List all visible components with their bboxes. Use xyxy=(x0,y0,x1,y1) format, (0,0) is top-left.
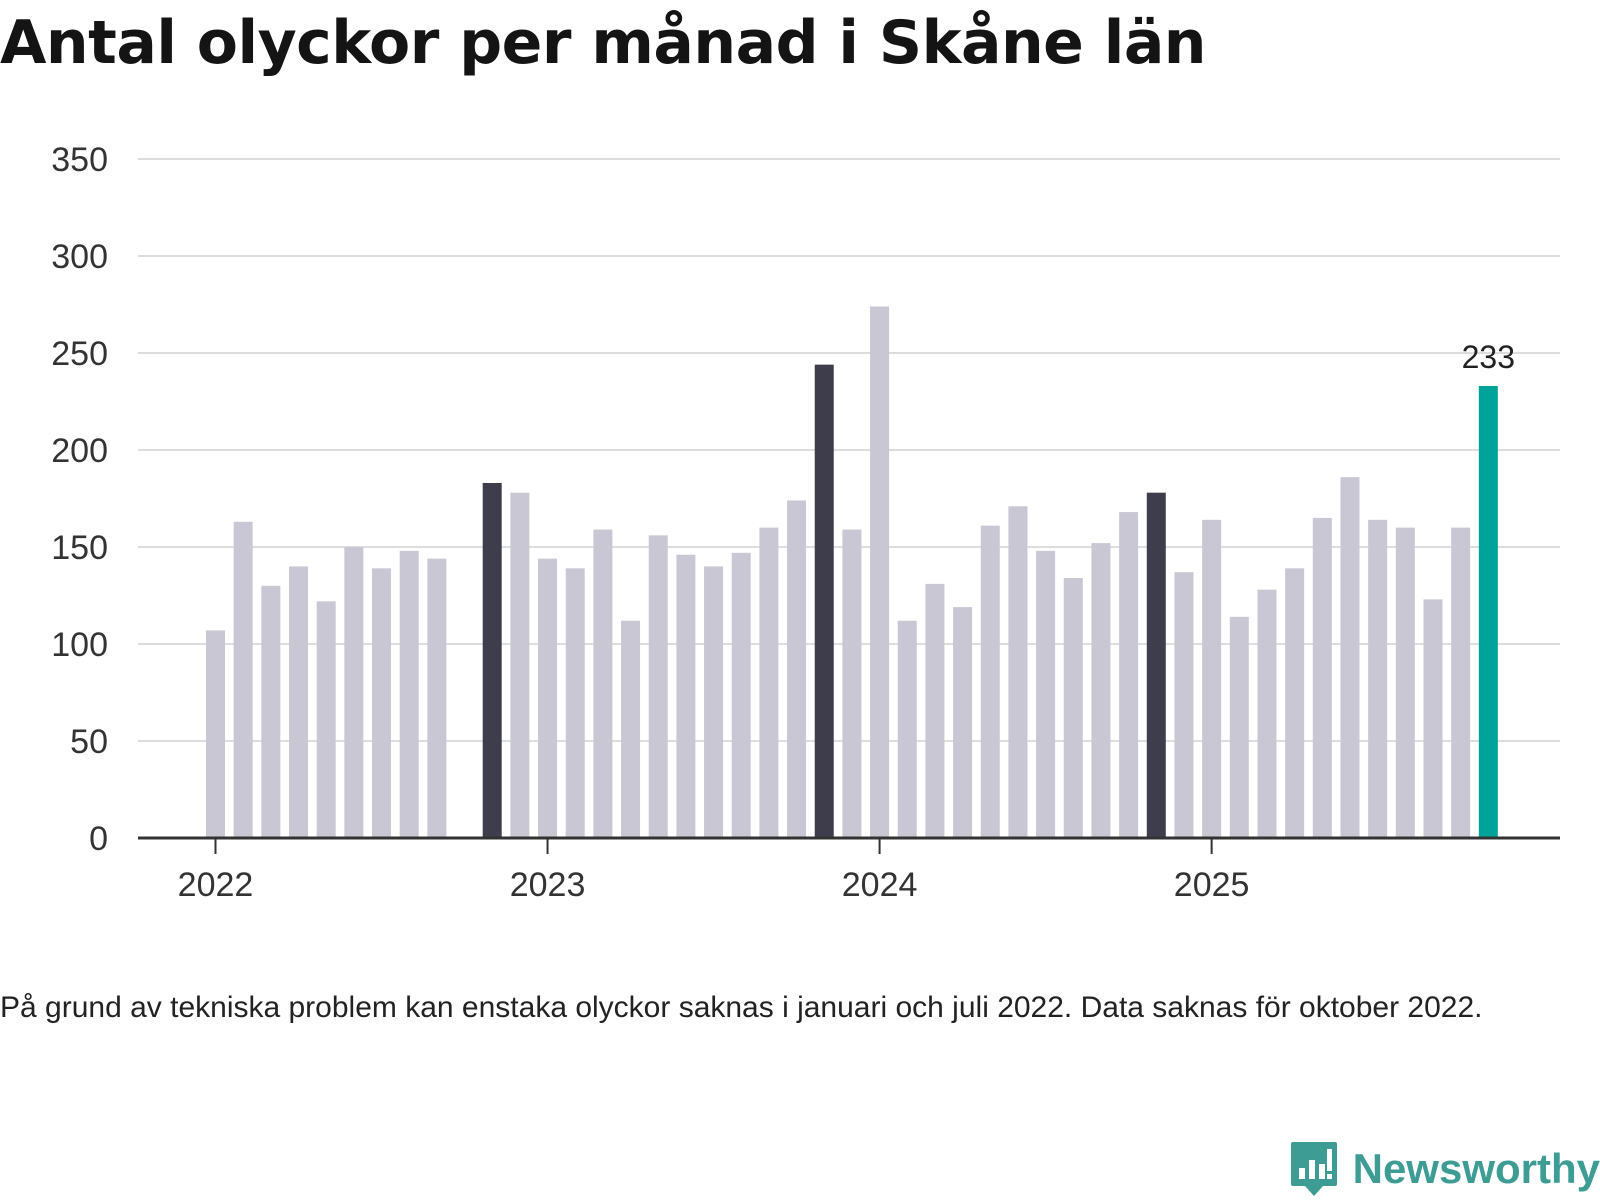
y-axis-ticks: 0 50 100 150 200 250 300 350 xyxy=(51,141,108,858)
bar-2025-01 xyxy=(1202,519,1222,838)
x-tick-label: 2024 xyxy=(842,866,918,904)
bar-2022-11 xyxy=(482,482,502,838)
bar-2022-05 xyxy=(316,601,336,838)
y-tick-label: 350 xyxy=(51,141,108,179)
x-tick-label: 2025 xyxy=(1174,866,1250,904)
bar-2023-04 xyxy=(621,620,641,838)
bar-2022-12 xyxy=(510,492,530,838)
bar-2024-08 xyxy=(1063,578,1083,838)
bar-2023-05 xyxy=(648,535,668,838)
bar-2024-03 xyxy=(925,583,945,838)
bar-2024-05 xyxy=(980,525,1000,838)
bar-2025-03 xyxy=(1257,589,1277,838)
data-labels: 233 xyxy=(1462,339,1515,375)
footnote: På grund av tekniska problem kan enstaka… xyxy=(0,991,1483,1024)
bar-2023-01 xyxy=(538,558,558,838)
bar-2025-11 xyxy=(1478,385,1498,838)
x-axis-ticks: 2022 2023 2024 2025 xyxy=(178,838,1250,904)
bar-2023-07 xyxy=(704,566,724,838)
bar-2024-06 xyxy=(1008,506,1028,838)
bar-2022-01 xyxy=(206,630,225,838)
x-tick-label: 2023 xyxy=(510,866,586,904)
bar-2022-07 xyxy=(372,568,392,838)
bar-2025-04 xyxy=(1285,568,1305,838)
brand-logo: Newsworthy xyxy=(1289,1140,1600,1198)
bar-2024-07 xyxy=(1036,550,1056,838)
bar-2025-09 xyxy=(1423,599,1443,838)
bar-2023-02 xyxy=(565,568,585,838)
bar-2023-09 xyxy=(759,527,779,838)
chart-title: Antal olyckor per månad i Skåne län xyxy=(0,8,1207,78)
y-tick-label: 50 xyxy=(70,723,108,761)
bar-2024-12 xyxy=(1174,572,1194,838)
bar-2022-06 xyxy=(344,547,364,838)
bar-2022-08 xyxy=(399,550,419,838)
y-tick-label: 0 xyxy=(89,820,108,858)
bar-2022-09 xyxy=(427,558,447,838)
bar-2022-03 xyxy=(261,585,281,838)
bar-2024-09 xyxy=(1091,543,1111,838)
bar-2025-08 xyxy=(1395,527,1415,838)
y-tick-label: 300 xyxy=(51,238,108,276)
bar-2025-07 xyxy=(1368,519,1388,838)
x-tick-label: 2022 xyxy=(178,866,254,904)
y-tick-label: 100 xyxy=(51,626,108,664)
bar-2024-04 xyxy=(953,607,973,838)
bar-2023-12 xyxy=(842,529,862,838)
bar-2023-10 xyxy=(787,500,807,838)
bar-2023-11 xyxy=(814,364,834,838)
brand-name: Newsworthy xyxy=(1352,1145,1600,1192)
bar-2025-06 xyxy=(1340,477,1360,838)
y-tick-label: 150 xyxy=(51,529,108,567)
bar-2024-10 xyxy=(1119,512,1139,838)
bars xyxy=(206,306,1498,838)
bar-2025-10 xyxy=(1451,527,1471,838)
y-tick-label: 250 xyxy=(51,335,108,373)
bar-2023-08 xyxy=(731,552,751,838)
bar-2022-02 xyxy=(233,521,253,838)
newsworthy-logo-icon xyxy=(1290,1142,1337,1196)
bar-2024-01 xyxy=(870,306,890,838)
bar-2023-06 xyxy=(676,554,696,838)
bar-2024-11 xyxy=(1146,492,1166,838)
bar-2025-05 xyxy=(1312,517,1332,838)
bar-2024-02 xyxy=(897,620,917,838)
bar-2025-02 xyxy=(1229,616,1249,838)
bar-2022-04 xyxy=(289,566,309,838)
bar-2023-03 xyxy=(593,529,613,838)
data-label-2025-11: 233 xyxy=(1462,339,1515,375)
y-tick-label: 200 xyxy=(51,432,108,470)
